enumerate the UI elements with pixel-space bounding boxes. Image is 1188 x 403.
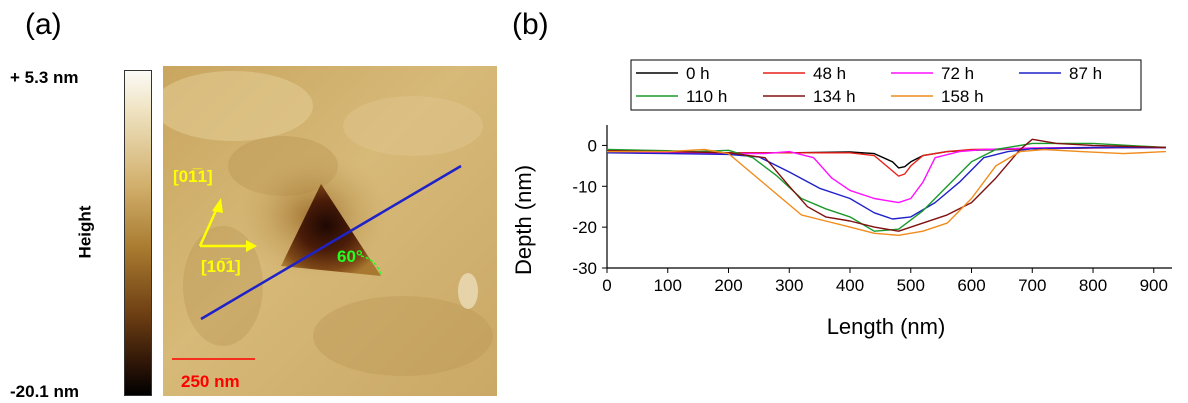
x-tick-label: 900 <box>1140 276 1168 295</box>
legend-label: 48 h <box>813 64 846 83</box>
afm-height-image: [01̅1] [10̅1] 60° 250 nm <box>163 66 497 396</box>
arrow-up-head <box>212 198 223 213</box>
colorbar-title: Height <box>74 205 94 259</box>
y-tick-label: 0 <box>588 136 597 155</box>
series-line <box>606 146 1166 204</box>
x-tick-label: 800 <box>1079 276 1107 295</box>
dark-patch <box>313 296 493 376</box>
x-axis-label: Length (nm) <box>827 314 946 339</box>
triangular-etch-pit <box>281 184 381 276</box>
y-axis-label: Depth (nm) <box>511 165 536 275</box>
arrow-right-head <box>246 240 257 252</box>
x-tick-label: 300 <box>775 276 803 295</box>
direction-label-01-1: [01̅1] <box>173 167 213 186</box>
legend-label: 87 h <box>1069 64 1102 83</box>
y-tick-label: -30 <box>572 259 597 278</box>
dark-patch <box>183 226 263 346</box>
profile-line <box>200 164 462 321</box>
legend-label: 158 h <box>941 87 984 106</box>
bright-spot <box>458 273 478 309</box>
angle-arc <box>360 255 382 277</box>
legend-label: 72 h <box>941 64 974 83</box>
legend-label: 134 h <box>813 87 856 106</box>
x-tick-label: 200 <box>714 276 742 295</box>
colorbar-min-label: -20.1 nm <box>10 382 79 401</box>
x-tick-label: 500 <box>897 276 925 295</box>
legend-label: 110 h <box>686 87 727 106</box>
series-line <box>606 146 1166 220</box>
panel-a-label: (a) <box>25 8 62 41</box>
x-tick-label: 0 <box>602 276 611 295</box>
legend-box <box>630 59 1142 111</box>
bright-patch <box>343 96 483 156</box>
angle-label: 60° <box>337 247 363 266</box>
legend-label: 0 h <box>686 64 710 83</box>
bright-patch <box>163 71 313 141</box>
depth-profile-chart: 0 h 48 h 72 h 87 h 110 h 134 h 158 h 0 100 200 30… <box>511 59 1172 339</box>
x-tick-label: 600 <box>957 276 985 295</box>
x-tick-label: 400 <box>836 276 864 295</box>
x-tick-label: 100 <box>654 276 682 295</box>
series-line <box>607 148 1166 237</box>
series-line <box>606 142 1166 232</box>
arrow-up <box>198 205 220 247</box>
y-tick-label: -20 <box>572 218 597 237</box>
series-line <box>606 138 1166 232</box>
colorbar-max-label: + 5.3 nm <box>10 68 79 87</box>
y-tick-label: -10 <box>572 177 597 196</box>
direction-label-10-1: [10̅1] <box>201 257 241 276</box>
x-tick-label: 700 <box>1018 276 1046 295</box>
scale-bar-label: 250 nm <box>181 372 240 391</box>
height-colorbar <box>124 70 152 396</box>
panel-b-label: (b) <box>512 8 549 41</box>
